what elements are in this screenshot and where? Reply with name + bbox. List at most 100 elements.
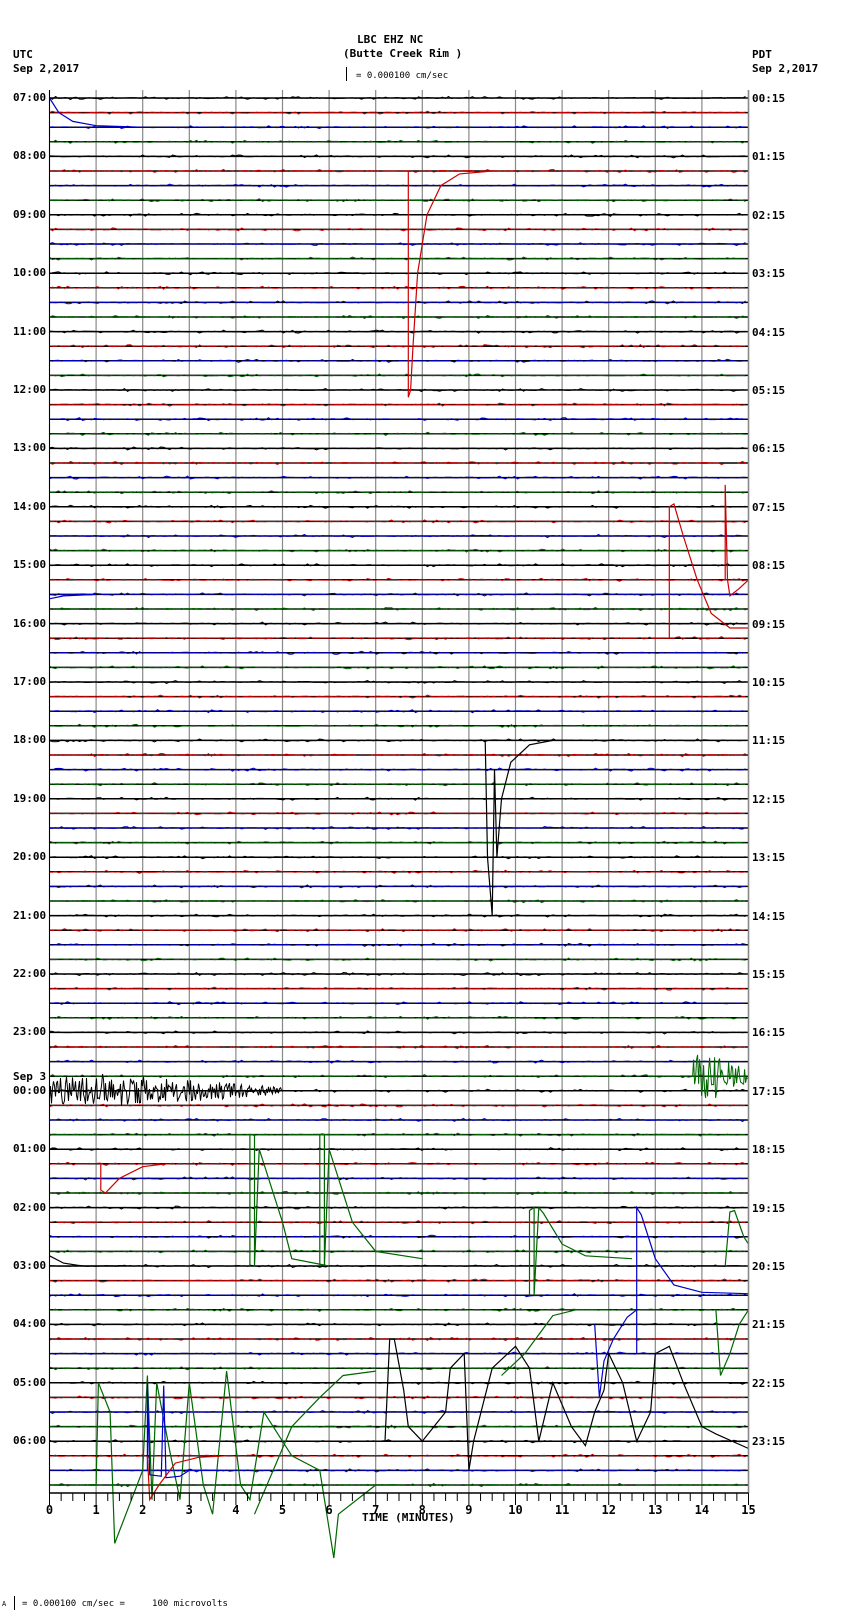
trace-noise — [49, 315, 746, 320]
seismic-event — [668, 502, 749, 639]
trace-noise — [49, 461, 746, 465]
right-time-label: 09:15 — [752, 617, 786, 631]
trace-noise — [49, 796, 746, 801]
x-tick-label: 9 — [465, 1503, 472, 1517]
scale-bar-icon — [346, 67, 347, 81]
trace-noise — [49, 358, 746, 363]
trace-noise — [49, 227, 746, 232]
trace-noise — [49, 1380, 746, 1385]
trace-noise — [49, 811, 746, 816]
left-time-label: 23:00 — [13, 1025, 47, 1039]
right-time-label: 12:15 — [752, 792, 786, 806]
x-tick-label: 15 — [741, 1503, 755, 1517]
trace-noise — [49, 1249, 746, 1254]
trace-noise — [49, 1307, 746, 1312]
trace-noise — [49, 680, 746, 684]
right-time-label: 21:15 — [752, 1318, 786, 1332]
trace-noise — [49, 1409, 746, 1414]
seismic-event — [249, 1134, 330, 1267]
trace-noise — [49, 1366, 746, 1371]
seismic-event — [253, 1370, 376, 1515]
seismic-event — [100, 1163, 167, 1194]
trace-noise — [49, 738, 746, 743]
trace-noise — [49, 271, 746, 276]
right-time-label: 14:15 — [752, 909, 786, 923]
left-time-label: 06:00 — [13, 1434, 47, 1448]
trace-noise — [49, 592, 746, 597]
seismic-event — [319, 1134, 423, 1267]
x-tick-label: 3 — [186, 1503, 193, 1517]
trace-noise — [49, 373, 746, 378]
right-time-label: 01:15 — [752, 150, 786, 164]
right-time-label: 03:15 — [752, 267, 786, 281]
seismic-event — [724, 1209, 750, 1267]
trace-noise — [49, 256, 746, 261]
seismic-event — [95, 1371, 404, 1559]
footer-prefix: A — [2, 1600, 7, 1608]
right-time-label: 19:15 — [752, 1201, 786, 1215]
right-time-label: 08:15 — [752, 559, 786, 573]
left-time-label: 17:00 — [13, 675, 47, 688]
trace-noise — [49, 636, 746, 641]
trace-noise — [49, 446, 746, 451]
trace-noise — [49, 1293, 746, 1298]
left-timezone: UTC — [13, 48, 33, 61]
x-tick-label: 10 — [508, 1503, 522, 1517]
seismic-event — [636, 1205, 749, 1354]
left-time-label: 03:00 — [13, 1259, 47, 1272]
x-tick-label: 4 — [232, 1503, 239, 1517]
trace-noise — [49, 344, 746, 349]
trace-noise — [49, 198, 746, 203]
right-time-label: 10:15 — [752, 676, 786, 689]
trace-noise — [49, 650, 746, 655]
trace-noise — [49, 577, 746, 582]
trace-noise — [49, 533, 746, 539]
trace-noise — [49, 1030, 746, 1035]
right-time-label: 00:15 — [752, 92, 786, 105]
trace-noise — [49, 752, 746, 758]
x-tick-label: 1 — [92, 1503, 99, 1517]
site-name: (Butte Creek Rim ) — [343, 47, 463, 60]
trace-noise — [49, 242, 746, 246]
trace-noise — [49, 942, 746, 947]
trace-noise — [49, 548, 746, 553]
trace-noise — [49, 869, 746, 874]
trace-noise — [49, 1103, 746, 1108]
x-tick-label: 13 — [648, 1503, 662, 1517]
left-date-label: Sep 3 — [13, 1069, 47, 1083]
trace-noise — [49, 431, 746, 436]
station-title: LBC EHZ NC — [357, 33, 424, 46]
trace-noise — [49, 1322, 746, 1327]
left-time-label: 13:00 — [13, 441, 47, 455]
trace-noise — [49, 1044, 746, 1049]
trace-noise — [49, 329, 746, 334]
trace-noise — [49, 971, 746, 977]
trace-noise — [49, 1015, 746, 1020]
trace-noise — [49, 1263, 746, 1269]
right-time-label: 22:15 — [752, 1376, 786, 1390]
x-tick-label: 12 — [601, 1503, 615, 1517]
right-time-label: 13:15 — [752, 851, 786, 865]
right-time-label: 15:15 — [752, 968, 786, 981]
left-time-label: 10:00 — [13, 266, 47, 280]
trace-noise — [49, 928, 746, 933]
x-axis-title: TIME (MINUTES) — [362, 1511, 455, 1524]
left-time-label: 12:00 — [13, 383, 47, 396]
right-time-label: 18:15 — [752, 1143, 786, 1157]
x-tick-label: 0 — [46, 1503, 53, 1517]
trace-noise — [49, 285, 746, 290]
trace-noise — [49, 519, 746, 524]
trace-noise — [49, 665, 746, 670]
seismic-event — [49, 1073, 282, 1106]
seismic-event — [48, 97, 143, 128]
scale-text: = 0.000100 cm/sec — [356, 71, 449, 81]
trace-noise — [49, 475, 746, 480]
trace-noise — [49, 840, 746, 845]
left-time-label: 21:00 — [13, 908, 47, 922]
right-timezone: PDT — [752, 48, 772, 61]
trace-noise — [49, 1424, 746, 1429]
seismic-event — [146, 1382, 222, 1479]
trace-noise — [49, 884, 746, 889]
trace-noise — [49, 1001, 746, 1006]
